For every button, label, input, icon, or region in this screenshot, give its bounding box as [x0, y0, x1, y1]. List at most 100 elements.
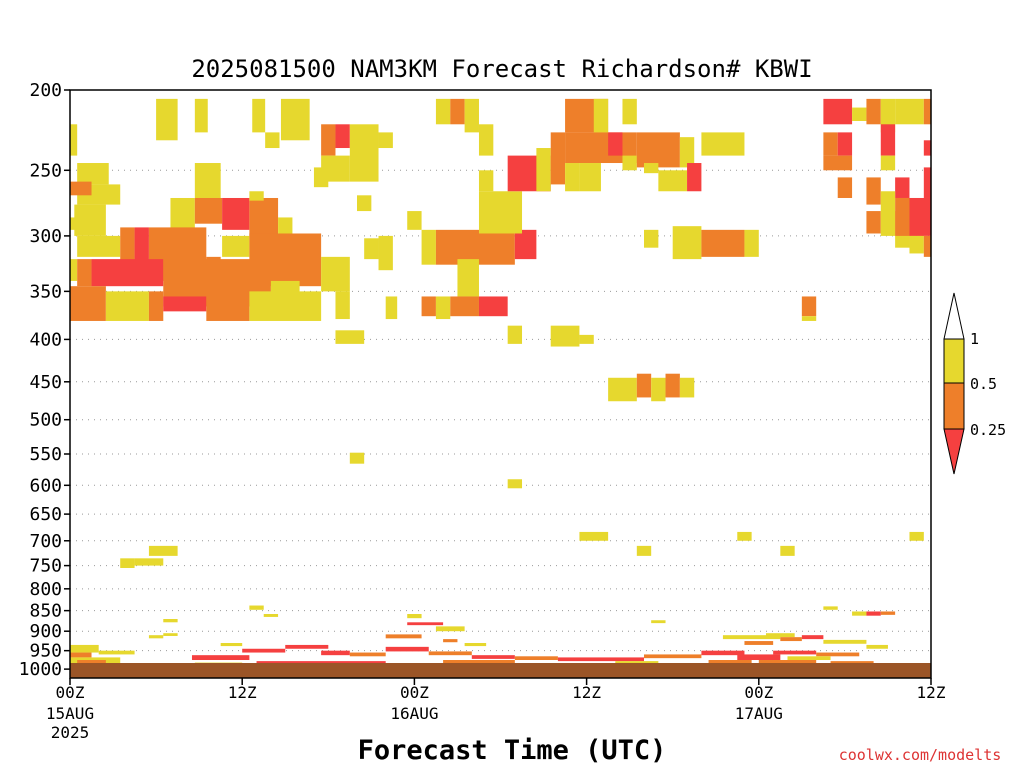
cell-164	[816, 652, 860, 657]
cell-75	[579, 163, 601, 192]
y-tick-label-550: 550	[29, 444, 62, 465]
cell-103	[895, 98, 924, 125]
colorbar-legend: 1 0.5 0.25	[943, 292, 1006, 475]
y-tick-label-850: 850	[29, 601, 62, 622]
cell-93	[823, 98, 853, 125]
cell-125	[148, 545, 178, 556]
y-tick-label-650: 650	[29, 504, 62, 525]
cell-15	[249, 197, 279, 236]
cell-51	[450, 98, 465, 125]
colorbar-label-2: 0.25	[970, 421, 1006, 439]
cell-53	[478, 124, 494, 156]
y-tick-label-1000: 1000	[19, 659, 62, 680]
cell-35	[270, 280, 300, 297]
cell-50	[435, 98, 451, 125]
cell-58	[478, 191, 523, 234]
cell-147	[349, 652, 386, 657]
cell-33	[206, 291, 250, 321]
cell-94	[823, 132, 838, 156]
y-tick-label-400: 400	[29, 329, 62, 350]
cell-152	[471, 655, 515, 659]
cell-109	[880, 191, 896, 236]
cell-25	[70, 259, 78, 281]
cell-134	[823, 606, 838, 610]
cell-97	[837, 177, 853, 198]
cell-131	[163, 619, 178, 623]
credit-text: coolwx.com/modelts	[839, 746, 1002, 764]
cell-32	[163, 296, 207, 312]
cell-54	[478, 170, 494, 192]
cell-141	[435, 626, 465, 632]
cell-182	[615, 661, 659, 665]
cell-3	[280, 98, 310, 141]
y-tick-label-600: 600	[29, 475, 62, 496]
cell-121	[636, 545, 652, 556]
cell-118	[349, 452, 365, 464]
cell-29	[70, 286, 106, 321]
cell-114	[923, 235, 931, 257]
cell-30	[105, 291, 149, 321]
cell-158	[744, 641, 774, 645]
cell-105	[923, 140, 931, 156]
cell-161	[801, 635, 824, 640]
cell-167	[70, 644, 99, 653]
cell-55	[421, 229, 436, 265]
cell-91	[665, 373, 680, 398]
y-tick-label-750: 750	[29, 556, 62, 577]
colorbar-bottom-triangle	[943, 428, 965, 475]
cell-145	[285, 644, 329, 649]
cell-98	[852, 107, 867, 122]
cell-136	[866, 611, 881, 616]
cell-39	[335, 124, 350, 149]
cell-133	[163, 633, 178, 636]
y-tick-label-900: 900	[29, 621, 62, 642]
cell-128	[249, 605, 264, 610]
cell-1	[194, 98, 208, 133]
cell-31	[148, 291, 164, 321]
plot-frame	[69, 89, 932, 679]
cell-107	[866, 211, 881, 234]
cell-44	[357, 195, 372, 212]
cell-68	[565, 163, 580, 192]
cell-85	[744, 229, 759, 257]
cell-144	[242, 648, 286, 653]
cell-72	[622, 98, 637, 125]
cell-142	[443, 639, 458, 643]
cell-163	[773, 650, 817, 655]
colorbar-top-triangle	[943, 292, 965, 340]
cell-61	[435, 296, 451, 320]
cell-37	[335, 330, 365, 344]
cell-81	[701, 132, 745, 156]
cell-132	[148, 635, 164, 639]
cell-138	[651, 620, 666, 624]
cell-64	[507, 325, 523, 344]
cell-102	[880, 155, 896, 171]
cell-57	[514, 229, 537, 260]
x-tick-label-4: 00Z	[744, 683, 773, 702]
cell-83	[644, 229, 659, 248]
cell-59	[457, 259, 479, 297]
cell-115	[923, 167, 931, 198]
y-axis: 200 250 300 350 400 450 500 550 600 650 700 7508008…	[19, 80, 70, 680]
cell-95	[837, 132, 853, 156]
cell-155	[644, 654, 702, 659]
cell-86	[550, 325, 580, 347]
cell-0	[156, 98, 178, 141]
x-tick-label-0: 00Z	[56, 683, 85, 702]
cell-52	[464, 98, 479, 133]
cell-129	[263, 614, 279, 617]
ground-surface	[70, 663, 931, 678]
cell-153	[514, 656, 558, 661]
cell-139	[385, 634, 422, 639]
cell-119	[507, 479, 523, 489]
cell-78	[644, 163, 659, 174]
cell-38	[321, 124, 336, 156]
cell-62	[450, 296, 479, 317]
cell-47	[378, 235, 393, 271]
cell-24	[321, 256, 350, 292]
cell-77	[679, 137, 695, 168]
cell-184	[708, 660, 752, 664]
cell-140	[407, 622, 444, 626]
cell-27	[91, 259, 164, 287]
cell-71	[593, 98, 609, 133]
